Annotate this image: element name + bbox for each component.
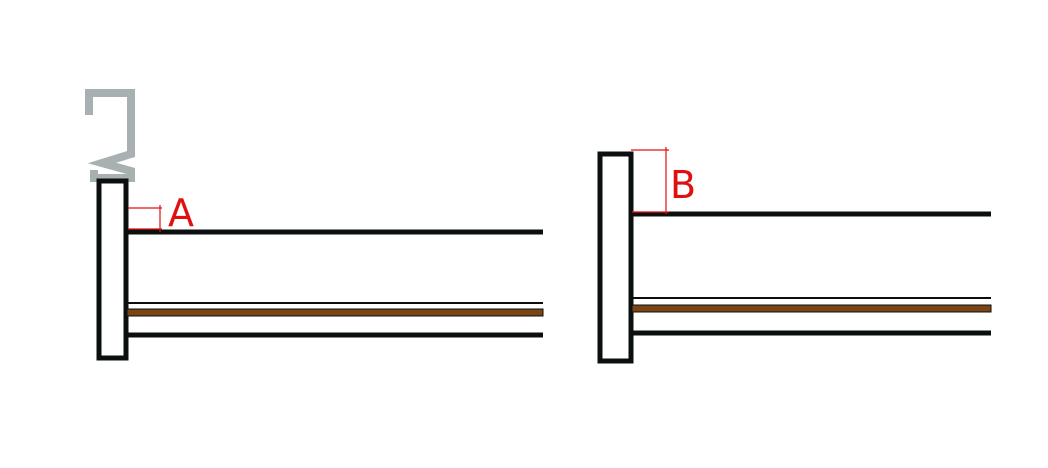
right-brown-strip bbox=[631, 304, 992, 313]
dimension-b-label: B bbox=[670, 163, 696, 207]
left-assembly: A bbox=[85, 89, 544, 361]
left-vertical-post bbox=[96, 178, 129, 361]
right-assembly: B bbox=[597, 147, 992, 364]
dimension-a-marker bbox=[128, 205, 162, 232]
left-brown-strip bbox=[126, 308, 544, 317]
mounting-clip bbox=[85, 89, 135, 182]
right-vertical-post bbox=[597, 151, 634, 364]
dimension-a-label: A bbox=[168, 191, 194, 235]
dimension-b-marker bbox=[631, 147, 669, 214]
